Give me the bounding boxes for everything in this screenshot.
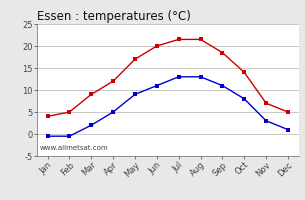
Text: Essen : temperatures (°C): Essen : temperatures (°C) xyxy=(37,10,191,23)
Text: www.allmetsat.com: www.allmetsat.com xyxy=(39,145,108,151)
